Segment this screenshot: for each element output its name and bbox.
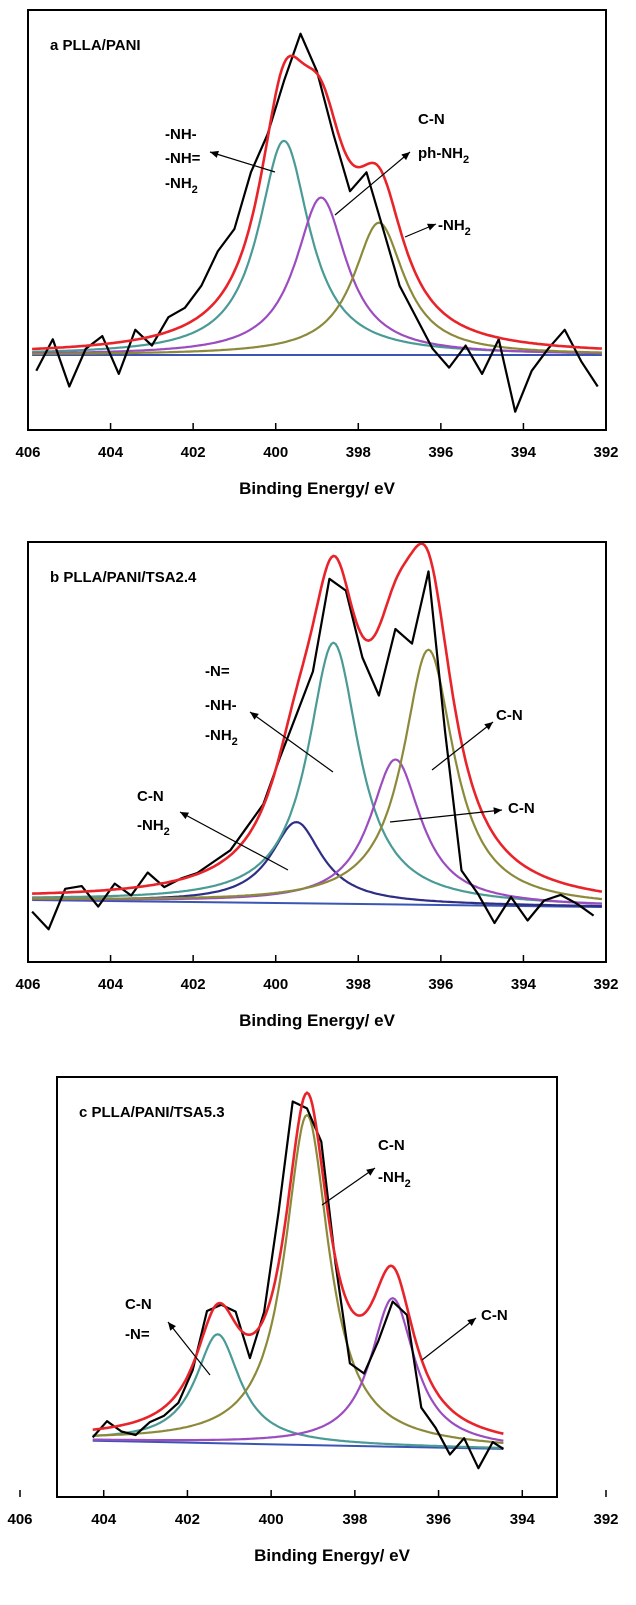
arrow-head	[168, 1322, 176, 1331]
annotation-arrow	[334, 151, 411, 216]
x-tick-label: 398	[346, 976, 371, 993]
plot-frame	[27, 9, 607, 431]
fit-peak-2	[32, 641, 602, 905]
x-tick-label: 406	[7, 1511, 32, 1528]
annotation-arrow	[167, 1321, 211, 1376]
x-axis-label: Binding Energy/ eV	[239, 1011, 396, 1030]
x-tick-label: 402	[181, 976, 206, 993]
annotation-label: C-N	[378, 1137, 405, 1154]
annotation-label: -N=	[205, 663, 230, 680]
fit-peak-2	[92, 1113, 504, 1444]
annotation-arrow	[389, 809, 503, 823]
envelope-fit-line	[92, 1091, 504, 1435]
annotation-label: ph-NH2	[418, 145, 469, 166]
background-line	[32, 899, 602, 908]
panel-title: c PLLA/PANI/TSA5.3	[79, 1104, 225, 1121]
raw-spectrum-line	[91, 1100, 504, 1470]
annotation-label: -NH2	[205, 727, 238, 748]
x-tick-label: 396	[426, 1511, 451, 1528]
arrow-head	[366, 1168, 375, 1176]
plot-frame	[27, 541, 607, 963]
annotation-label: -NH-	[205, 697, 237, 714]
x-tick-label: 392	[593, 444, 618, 461]
annotation-arrow	[179, 811, 289, 871]
envelope-fit-line	[32, 54, 602, 351]
arrow-head	[467, 1318, 476, 1326]
x-tick-label: 402	[175, 1511, 200, 1528]
fit-peak-3	[92, 1297, 504, 1442]
arrow-head	[401, 152, 410, 161]
x-tick-label: 400	[259, 1511, 284, 1528]
annotation-label: C-N	[496, 707, 523, 724]
annotation-label: -NH-	[165, 126, 197, 143]
panel-title: a PLLA/PANI	[50, 37, 141, 54]
annotation-label: -NH=	[165, 150, 201, 167]
x-tick-label: 394	[511, 976, 537, 993]
raw-spectrum-line	[35, 32, 599, 413]
annotation-label: C-N	[508, 800, 535, 817]
x-tick-label: 396	[428, 444, 453, 461]
x-axis-label: Binding Energy/ eV	[239, 479, 396, 498]
raw-spectrum-line	[31, 570, 595, 931]
panel-a: 406 404 402 400 398 396 394 392 Binding Energy/ …	[15, 9, 619, 498]
background-line	[92, 1439, 504, 1450]
fit-peak-4	[32, 648, 603, 901]
panel-b: 406 404 402 400 398 396 394 392 Binding Energy/ …	[15, 541, 619, 1030]
arrow-head	[180, 812, 189, 820]
arrow-head	[484, 722, 493, 730]
x-tick-label: 404	[98, 976, 124, 993]
x-tick-label: 404	[91, 1511, 117, 1528]
x-tick-label: 406	[15, 444, 40, 461]
x-tick-label: 398	[342, 1511, 367, 1528]
annotation-arrow	[249, 711, 334, 773]
x-tick-label: 398	[346, 444, 371, 461]
annotation-arrow	[431, 721, 494, 771]
annotation-label: C-N	[125, 1296, 152, 1313]
annotation-label: -NH2	[438, 217, 471, 238]
arrow-head	[210, 150, 219, 158]
arrow-head	[427, 223, 436, 231]
x-tick-label: 400	[263, 444, 288, 461]
x-tick-label: 400	[263, 976, 288, 993]
arrow-head	[250, 712, 259, 720]
panel-c: 406 404 402 400 398 396 394 392 Binding Energy/ …	[7, 1076, 619, 1565]
annotation-label: -NH2	[378, 1169, 411, 1190]
x-axis-label: Binding Energy/ eV	[254, 1546, 411, 1565]
plot-frame	[56, 1076, 558, 1498]
annotation-arrow	[209, 151, 276, 173]
annotation-label: -NH2	[137, 817, 170, 838]
annotation-label: -N=	[125, 1326, 150, 1343]
x-tick-label: 404	[98, 444, 124, 461]
x-tick-label: 392	[593, 1511, 618, 1528]
x-tick-label: 392	[593, 976, 618, 993]
panel-title: b PLLA/PANI/TSA2.4	[50, 569, 197, 586]
arrow-head	[493, 807, 502, 815]
annotation-label: C-N	[418, 111, 445, 128]
annotation-arrow	[421, 1317, 477, 1361]
annotation-label: -NH2	[165, 175, 198, 196]
x-tick-label: 402	[181, 444, 206, 461]
envelope-fit-line	[32, 542, 603, 895]
annotation-arrow	[321, 1167, 376, 1206]
x-tick-label: 406	[15, 976, 40, 993]
x-tick-label: 394	[511, 444, 537, 461]
x-tick-label: 394	[510, 1511, 536, 1528]
annotation-label: C-N	[481, 1307, 508, 1324]
annotation-label: C-N	[137, 788, 164, 805]
x-tick-label: 396	[428, 976, 453, 993]
